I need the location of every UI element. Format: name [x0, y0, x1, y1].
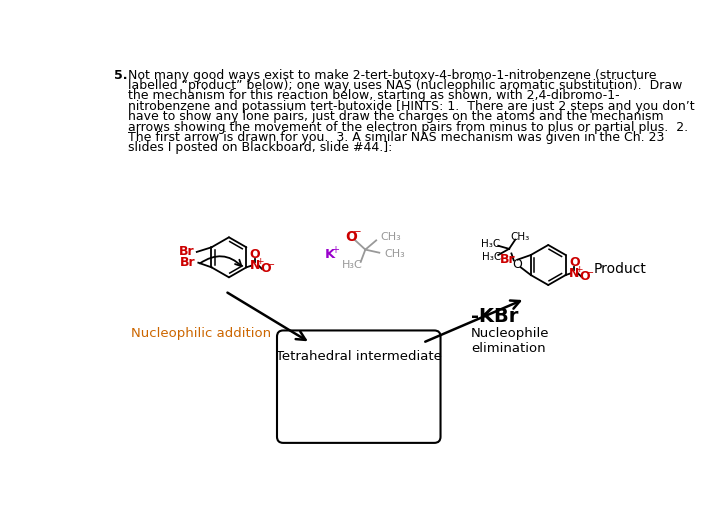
- Text: CH₃: CH₃: [384, 249, 405, 259]
- Text: N: N: [569, 267, 579, 280]
- Text: nitrobenzene and potassium tert-butoxide [HINTS: 1.  There are just 2 steps and : nitrobenzene and potassium tert-butoxide…: [128, 100, 695, 113]
- Text: -KBr: -KBr: [471, 307, 518, 326]
- Text: CH₃: CH₃: [381, 232, 402, 242]
- Text: O: O: [261, 262, 271, 275]
- Text: O: O: [250, 248, 260, 262]
- Text: Nucleophilic addition: Nucleophilic addition: [131, 327, 272, 340]
- Text: −: −: [587, 268, 595, 278]
- Text: O: O: [569, 256, 579, 269]
- FancyArrowPatch shape: [425, 301, 520, 342]
- FancyArrowPatch shape: [227, 293, 306, 340]
- Text: +: +: [256, 258, 264, 266]
- Text: Br: Br: [499, 253, 515, 266]
- Text: +: +: [575, 265, 582, 274]
- Text: −: −: [352, 227, 361, 237]
- FancyArrowPatch shape: [199, 256, 242, 266]
- Text: O: O: [512, 258, 522, 271]
- Text: +: +: [331, 245, 339, 256]
- Text: −: −: [267, 260, 275, 270]
- Text: The first arrow is drawn for you.  3. A similar NAS mechanism was given in the C: The first arrow is drawn for you. 3. A s…: [128, 131, 665, 144]
- Text: Br: Br: [181, 256, 196, 269]
- Text: O: O: [346, 230, 357, 243]
- Text: K: K: [325, 248, 335, 262]
- Text: labelled “product” below); one way uses NAS (nucleophilic aromatic substitution): labelled “product” below); one way uses …: [128, 79, 683, 92]
- Text: have to show any lone pairs, just draw the charges on the atoms and the mechanis: have to show any lone pairs, just draw t…: [128, 110, 664, 123]
- Text: Tetrahedral intermediate: Tetrahedral intermediate: [276, 351, 442, 364]
- Text: Nucleophile
elimination: Nucleophile elimination: [471, 327, 549, 355]
- Text: 5.: 5.: [114, 69, 127, 82]
- Text: slides I posted on Blackboard, slide #44.]:: slides I posted on Blackboard, slide #44…: [128, 141, 392, 154]
- Text: H₃C: H₃C: [341, 260, 363, 270]
- Text: Not many good ways exist to make 2-tert-butoxy-4-bromo-1-nitrobenzene (structure: Not many good ways exist to make 2-tert-…: [128, 69, 657, 82]
- Text: O: O: [579, 270, 590, 283]
- Text: Br: Br: [179, 245, 194, 259]
- Text: arrows showing the movement of the electron pairs from minus to plus or partial : arrows showing the movement of the elect…: [128, 120, 689, 134]
- Text: N: N: [250, 259, 260, 272]
- Text: H₃C: H₃C: [481, 239, 500, 249]
- FancyBboxPatch shape: [277, 331, 440, 443]
- Text: CH₃: CH₃: [510, 232, 529, 241]
- Text: Product: Product: [593, 262, 646, 276]
- Text: the mechanism for this reaction below, starting as shown, with 2,4-dibromo-1-: the mechanism for this reaction below, s…: [128, 89, 620, 103]
- Text: H₃C: H₃C: [483, 251, 502, 262]
